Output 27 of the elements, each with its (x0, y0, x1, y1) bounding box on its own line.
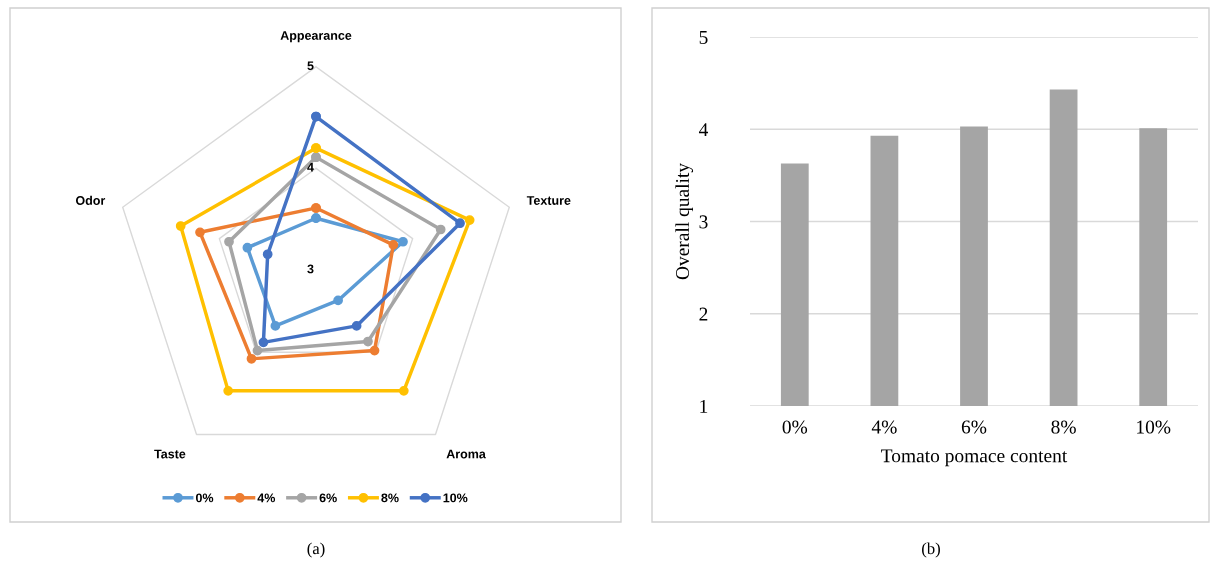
y-axis-title: Overall quality (675, 162, 694, 280)
text: (a) (307, 542, 325, 558)
legend-label: 10% (443, 493, 468, 503)
x-tick-label: 0% (782, 420, 808, 434)
x-tick-label: 6% (961, 420, 987, 434)
x-axis-title: Tomato pomace content (881, 449, 1068, 467)
y-tick-label: 3 (699, 215, 708, 229)
y-tick-label: 1 (700, 399, 708, 413)
y-tick-label: 4 (698, 123, 709, 136)
x-tick-label: 10% (1137, 420, 1171, 434)
y-tick-label: 2 (699, 307, 708, 321)
legend-label: 4% (257, 493, 276, 503)
spoke-label: Taste (154, 449, 186, 459)
y-tick-label: 3 (307, 264, 314, 274)
y-tick-label: 5 (307, 61, 314, 71)
y-tick-label: 5 (699, 31, 708, 44)
legend-label: 8% (381, 493, 399, 503)
spoke-label: Texture (526, 196, 571, 205)
spoke-label: Aroma (446, 449, 486, 459)
spoke-label: Odor (75, 195, 106, 205)
x-tick-label: 4% (871, 420, 897, 434)
y-tick-label: 4 (307, 163, 314, 172)
spoke-label: Appearance (280, 31, 352, 43)
legend-label: 6% (319, 493, 337, 503)
legend-label: 0% (195, 493, 214, 503)
text: (b) (922, 542, 940, 558)
x-tick-label: 8% (1051, 420, 1076, 434)
